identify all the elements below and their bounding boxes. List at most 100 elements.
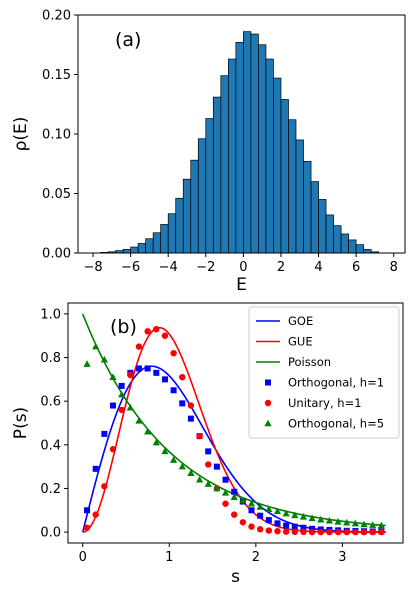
point-triangle [291,511,299,519]
histogram-bar [288,119,297,254]
point-circle [343,528,350,536]
histogram-bar [152,232,162,254]
point-triangle [187,469,195,476]
y-tick-label: 0.10 [42,128,71,143]
panel-a-x-ticks: −8 −6 −4 −2 0 2 4 6 8 [83,253,398,275]
point-triangle [334,518,342,525]
histogram-bar [167,213,177,254]
y-tick-label: 0.00 [42,247,71,262]
point-triangle [92,342,100,350]
legend-label: GUE [288,335,313,349]
x-tick-label: 8 [390,260,398,275]
y-tick-label: 0.8 [40,351,61,366]
point-circle [369,528,376,536]
histogram-bar [160,224,169,254]
legend-entry: Poisson [256,355,331,369]
point-triangle [299,513,308,520]
point-triangle [118,390,126,398]
histogram-bar [175,197,184,254]
data-points [83,325,385,536]
panel-b-label: (b) [110,316,137,338]
panel-a-y-axis-label: ρ(E) [11,117,31,152]
point-triangle [265,505,273,512]
legend-label: Orthogonal, h=1 [288,376,384,390]
histogram-bar [250,33,259,254]
histogram-bar [348,239,357,254]
histogram-bar [227,58,237,254]
point-circle [222,500,229,507]
point-triangle [256,503,264,510]
point-square [179,400,186,407]
point-triangle [239,496,247,504]
y-tick-label: 0.2 [40,482,61,497]
point-circle [256,526,264,533]
histogram-bar [182,178,192,254]
point-circle [248,523,255,530]
histogram-bar [303,161,312,254]
x-tick-label: −8 [83,260,102,275]
legend-label: Poisson [288,355,331,369]
point-square [274,520,281,527]
histogram-bar [137,243,147,254]
point-triangle [360,520,368,528]
point-triangle [317,515,325,523]
legend-swatch [264,399,272,407]
histogram-bar [325,214,334,254]
x-tick-label: 2 [252,550,260,565]
point-square [101,430,108,437]
histogram-bar [333,225,342,254]
y-tick-label: 1.0 [40,307,61,322]
point-circle [231,511,238,518]
point-circle [109,445,117,453]
point-circle [352,528,359,536]
point-square [118,382,125,389]
legend-entry: GUE [256,335,313,349]
point-circle [118,406,125,414]
y-tick-label: 0.20 [42,9,71,24]
point-square [187,415,194,422]
point-square [161,376,168,383]
point-circle [144,328,151,335]
point-triangle [204,480,212,487]
histogram-bar [258,44,267,254]
panel-b-y-axis-label: P(s) [11,407,31,439]
y-tick-label: 0.15 [42,68,71,83]
panel-a-label: (a) [115,29,141,51]
point-triangle [308,514,316,522]
panel-b-x-axis-label: s [231,567,240,587]
point-triangle [178,462,186,470]
x-tick-label: 1 [165,550,173,565]
panel-a-x-axis-label: E [236,275,247,295]
point-square [257,512,264,519]
point-circle [196,432,203,440]
histogram-bar [197,138,207,254]
point-triangle [144,427,152,435]
point-circle [161,332,169,339]
legend: GOE GUE Poisson Orthogonal, h=1 Unitary, h=1… [248,306,400,439]
histogram-bar [355,244,365,254]
point-circle [326,528,333,536]
y-tick-label: 0.6 [40,395,61,410]
histogram-bar [122,249,131,254]
point-triangle [369,521,377,528]
point-circle [179,373,186,381]
histogram-bar [212,96,222,254]
x-tick-label: 6 [352,260,360,275]
y-tick-label: 0.4 [40,438,61,453]
point-square [205,448,212,455]
histogram-bar [220,75,229,254]
legend-label: Unitary, h=1 [288,396,362,410]
point-triangle [135,417,143,424]
x-tick-label: −6 [121,260,140,275]
point-square [170,387,177,394]
histogram-bar [145,238,154,254]
histogram-bar [295,139,304,254]
x-tick-label: 2 [277,260,285,275]
point-square [265,517,272,524]
point-triangle [343,518,351,526]
point-square [283,522,290,529]
legend-label: GOE [288,314,313,328]
point-triangle [273,507,282,515]
histogram-bar [273,77,282,254]
point-circle [265,527,273,534]
